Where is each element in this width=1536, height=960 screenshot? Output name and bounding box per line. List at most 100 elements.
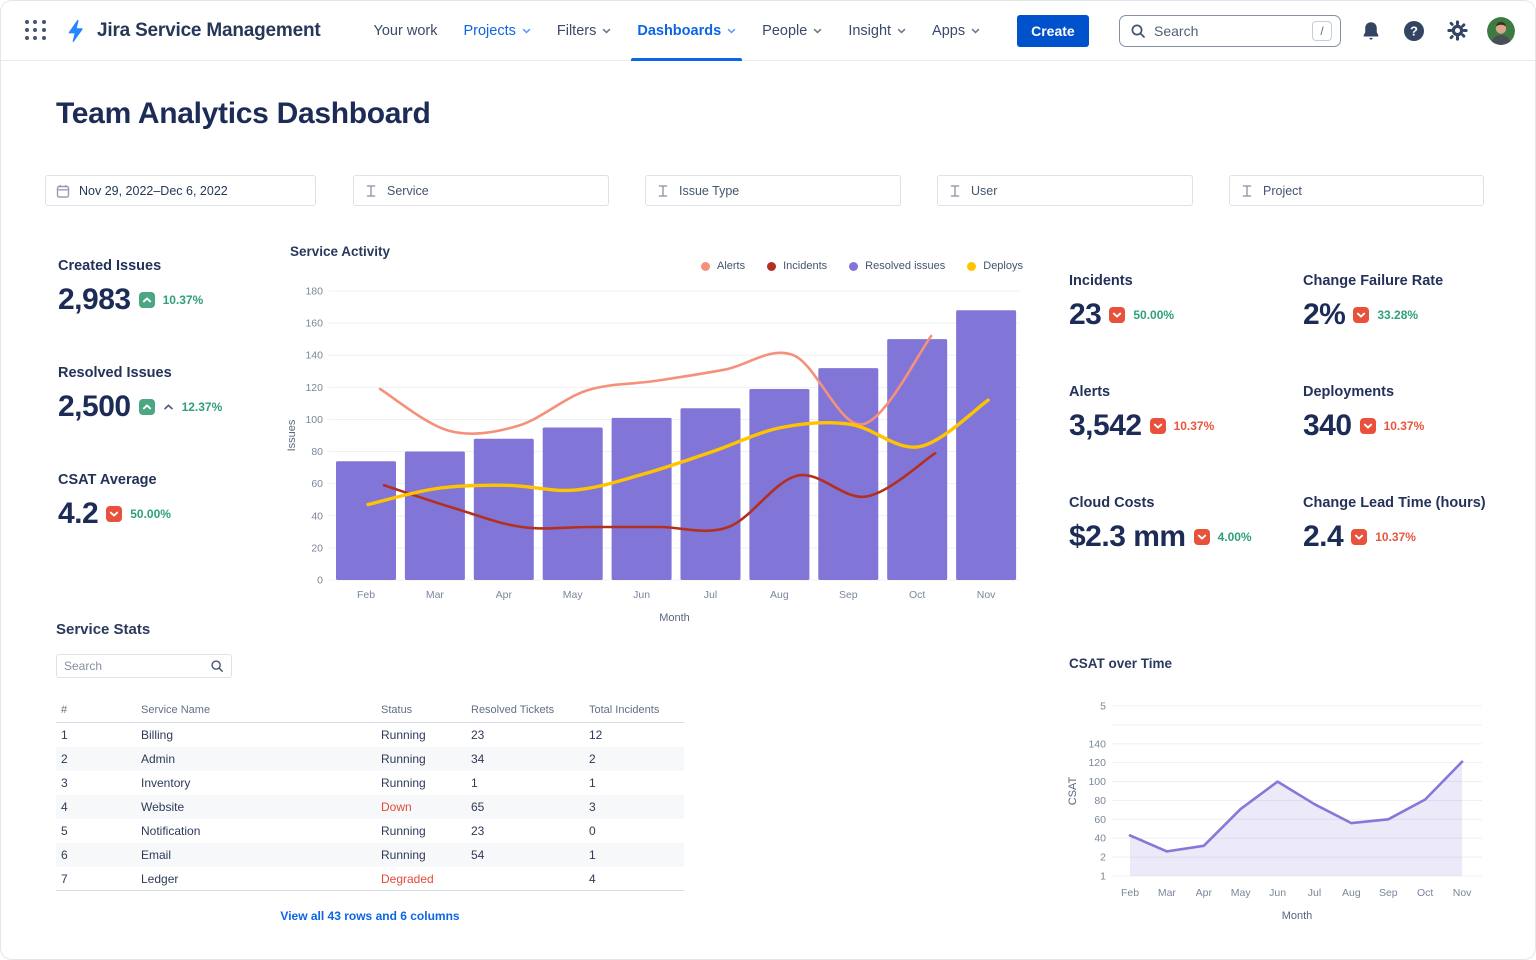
notifications-bell-icon[interactable] — [1358, 18, 1384, 44]
kpi-label: Resolved Issues — [58, 365, 172, 381]
filter-issue-type[interactable]: Issue Type — [645, 175, 901, 206]
trend-down-badge-icon — [1351, 529, 1368, 545]
table-cell: 5 — [61, 824, 68, 838]
svg-text:May: May — [1231, 887, 1252, 899]
user-avatar[interactable] — [1487, 16, 1515, 45]
svg-text:Feb: Feb — [1121, 887, 1139, 899]
nav-item-label: Insight — [848, 22, 892, 39]
legend-item-alerts[interactable]: Alerts — [701, 260, 745, 272]
kpi-change-percent: 33.28% — [1377, 308, 1419, 322]
help-icon[interactable]: ? — [1401, 18, 1427, 44]
nav-item-insight[interactable]: Insight — [842, 1, 912, 61]
product-name: Jira Service Management — [97, 19, 321, 41]
kpi-label: Deployments — [1303, 384, 1395, 400]
calendar-icon — [56, 184, 70, 198]
kpi-change-lead-time-hours-: Change Lead Time (hours) 2.4 10.37% — [1303, 495, 1533, 560]
legend-dot — [767, 261, 777, 271]
nav-item-people[interactable]: People — [756, 1, 828, 61]
table-search[interactable] — [56, 654, 232, 678]
chevron-down-icon — [727, 28, 736, 34]
svg-text:140: 140 — [1088, 738, 1106, 750]
column-header: Status — [381, 703, 413, 716]
column-header: # — [61, 703, 68, 716]
svg-text:Apr: Apr — [1196, 887, 1213, 899]
table-cell: 7 — [61, 871, 68, 886]
nav-item-apps[interactable]: Apps — [926, 1, 986, 61]
kpi-value: $2.3 mm — [1069, 520, 1186, 553]
nav-item-filters[interactable]: Filters — [551, 1, 617, 61]
legend-dot — [701, 261, 710, 271]
status-cell: Running — [381, 728, 426, 742]
status-cell: Running — [381, 752, 426, 766]
filter-date-range[interactable]: Nov 29, 2022–Dec 6, 2022 — [45, 175, 316, 206]
chevron-down-icon — [897, 28, 906, 34]
nav-right: / ? — [1119, 14, 1515, 47]
kpi-value: 2% — [1303, 298, 1346, 331]
legend-label: Alerts — [717, 260, 746, 272]
create-button[interactable]: Create — [1017, 14, 1089, 47]
svg-text:Nov: Nov — [977, 589, 996, 601]
column-header: Service Name — [141, 703, 211, 716]
table-cell: 12 — [589, 728, 603, 742]
trend-down-badge-icon — [1149, 418, 1166, 434]
jira-logo-icon[interactable] — [63, 18, 89, 44]
global-search[interactable]: / — [1119, 14, 1341, 47]
view-all-link[interactable]: View all 43 rows and 6 columns — [280, 909, 460, 923]
table-cell: 1 — [471, 776, 478, 790]
table-cell: Email — [141, 848, 172, 862]
status-cell: Down — [381, 800, 412, 814]
table-cell: Notification — [141, 824, 201, 838]
nav-item-label: Projects — [463, 22, 516, 39]
chart-title: CSAT over Time — [1069, 656, 1173, 671]
app-switcher-icon[interactable] — [25, 19, 47, 42]
legend-item-deploys[interactable]: Deploys — [967, 260, 1023, 272]
nav-item-your-work[interactable]: Your work — [368, 1, 444, 61]
nav-item-projects[interactable]: Projects — [457, 1, 536, 61]
svg-text:Sep: Sep — [1379, 887, 1398, 899]
kpi-csat-average: CSAT Average 4.2 50.00% — [58, 472, 288, 531]
chevron-down-icon — [814, 28, 822, 34]
kpi-label: Alerts — [1069, 384, 1111, 400]
kpi-change-percent: 4.00% — [1217, 530, 1252, 544]
nav-item-dashboards[interactable]: Dashboards — [631, 1, 742, 61]
table-cell: Billing — [141, 728, 174, 742]
table-cell: 34 — [471, 752, 485, 766]
kpi-value: 2.4 — [1303, 520, 1344, 553]
column-header: Resolved Tickets — [471, 703, 555, 716]
filter-project[interactable]: Project — [1229, 175, 1484, 206]
svg-text:80: 80 — [1094, 795, 1106, 807]
table-row: 5 Notification Running 23 0 — [56, 819, 684, 843]
table-cell: 1 — [589, 776, 596, 790]
svg-text:Jun: Jun — [1269, 887, 1286, 899]
settings-gear-icon[interactable] — [1444, 18, 1470, 44]
search-shortcut-key: / — [1312, 20, 1332, 41]
kpi-value-row: 23 50.00% — [1069, 298, 1299, 332]
svg-text:160: 160 — [305, 318, 323, 330]
search-input[interactable] — [1154, 22, 1312, 39]
svg-text:1: 1 — [1100, 871, 1106, 883]
svg-text:60: 60 — [1094, 814, 1106, 826]
kpi-value-row: 2% 33.28% — [1303, 298, 1533, 332]
filter-service[interactable]: Service — [353, 175, 609, 206]
kpi-label: CSAT Average — [58, 472, 157, 488]
legend-item-incidents[interactable]: Incidents — [767, 260, 827, 272]
kpi-label: Cloud Costs — [1069, 495, 1155, 511]
status-cell: Degraded — [381, 871, 434, 886]
svg-text:Apr: Apr — [496, 589, 513, 601]
legend-item-resolved-issues[interactable]: Resolved issues — [849, 260, 945, 272]
svg-text:Jul: Jul — [1308, 887, 1321, 899]
filter-user[interactable]: User — [937, 175, 1193, 206]
kpi-alerts: Alerts 3,542 10.37% — [1069, 384, 1299, 449]
svg-text:Aug: Aug — [1342, 887, 1361, 899]
nav-item-label: People — [762, 22, 808, 39]
table-cell: 65 — [471, 800, 485, 814]
kpi-value-row: 4.2 50.00% — [58, 497, 288, 531]
status-cell: Running — [381, 848, 426, 862]
trend-up-badge-icon — [138, 399, 155, 415]
svg-text:120: 120 — [1088, 757, 1106, 769]
primary-nav: Your work Projects Filters Dashboards People… — [361, 1, 994, 61]
table-search-input[interactable] — [64, 659, 210, 673]
chevron-down-icon — [522, 28, 531, 34]
svg-text:120: 120 — [305, 382, 323, 394]
chevron-down-icon — [603, 28, 611, 34]
